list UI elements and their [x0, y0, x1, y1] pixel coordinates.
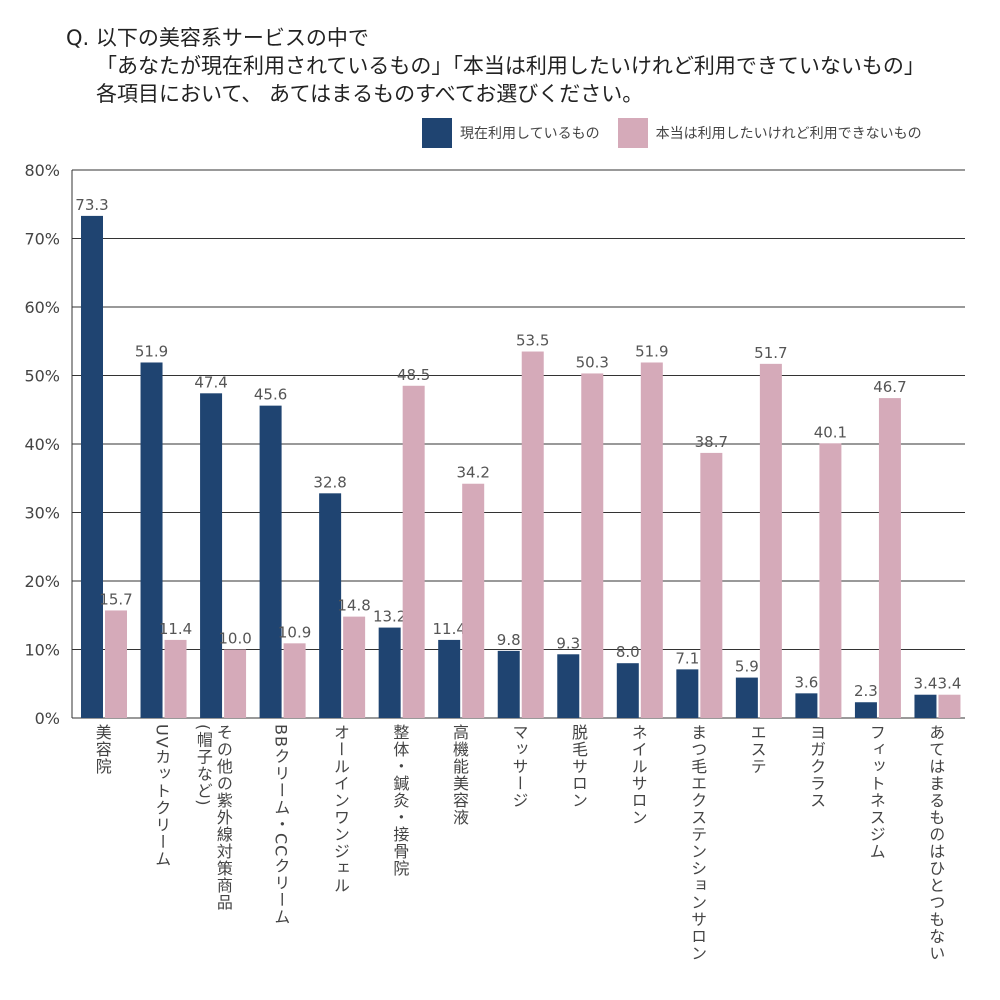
- bar-wanted: [878, 398, 901, 718]
- bar-current: [735, 677, 758, 718]
- legend: 現在利用しているもの 本当は利用したいけれど利用できないもの: [422, 118, 940, 148]
- x-tick-label: 整体・鍼灸・接骨院: [390, 724, 410, 877]
- data-label: 13.2: [373, 608, 406, 626]
- bar-current: [140, 362, 163, 718]
- legend-item-current: 現在利用しているもの: [422, 118, 600, 148]
- x-tick-label: マッサージ: [509, 724, 529, 809]
- bar-current: [200, 393, 223, 718]
- y-tick-label: 20%: [24, 572, 60, 591]
- bar-current: [319, 493, 342, 718]
- bar-current: [676, 669, 699, 718]
- x-tick-label: オールインワンジェル: [330, 724, 350, 894]
- data-label: 53.5: [516, 332, 549, 350]
- y-tick-label: 0%: [35, 709, 60, 728]
- data-label: 73.3: [75, 196, 108, 214]
- bar-current: [259, 405, 282, 718]
- x-tick-label: UVカットクリーム: [152, 724, 172, 868]
- bar-wanted: [283, 643, 306, 718]
- bar-wanted: [640, 362, 663, 718]
- data-label: 2.3: [854, 682, 878, 700]
- chart-title: Q. 以下の美容系サービスの中で「あなたが現在利用されているもの」「本当は利用し…: [66, 24, 925, 108]
- x-tick-label: フィットネスジム: [866, 724, 886, 860]
- data-label: 9.3: [556, 634, 580, 652]
- bar-wanted: [164, 639, 187, 718]
- x-tick-label: 高機能美容液: [449, 724, 469, 826]
- data-label: 32.8: [313, 473, 346, 491]
- legend-label: 本当は利用したいけれど利用できないもの: [655, 126, 922, 142]
- data-label: 3.4: [938, 675, 962, 693]
- x-tick-label: その他の紫外線対策商品 (帽子など): [193, 724, 233, 911]
- legend-swatch: [422, 118, 452, 148]
- data-label: 8.0: [616, 643, 640, 661]
- data-label: 7.1: [675, 649, 699, 667]
- bar-current: [81, 215, 103, 718]
- bar-current: [854, 702, 877, 718]
- bar-wanted: [759, 363, 782, 718]
- bar-current: [378, 627, 401, 718]
- data-label: 34.2: [456, 464, 489, 482]
- x-tick-label: 美容院: [92, 724, 112, 775]
- data-label: 51.9: [135, 342, 168, 360]
- bar-wanted: [819, 443, 842, 718]
- x-tick-label: あてはまるものはひとつもない: [926, 724, 946, 962]
- x-tick-label: BBクリーム・CCクリーム: [271, 724, 291, 926]
- y-tick-label: 70%: [24, 230, 60, 249]
- data-label: 51.7: [754, 344, 787, 362]
- bar-current: [557, 654, 580, 718]
- bar-wanted: [462, 483, 485, 718]
- bar-wanted: [224, 649, 247, 718]
- data-label: 40.1: [814, 423, 847, 441]
- y-tick-label: 30%: [24, 504, 60, 523]
- data-label: 45.6: [254, 386, 287, 404]
- bar-wanted: [938, 694, 961, 718]
- data-label: 5.9: [735, 658, 759, 676]
- bar-wanted: [521, 351, 544, 718]
- title-line: 「あなたが現在利用されているもの」「本当は利用したいけれど利用できていないもの」: [96, 54, 925, 78]
- x-tick-label: ヨガクラス: [807, 724, 827, 809]
- y-tick-label: 40%: [24, 435, 60, 454]
- title-line: Q. 以下の美容系サービスの中で: [66, 26, 369, 50]
- data-label: 46.7: [873, 378, 906, 396]
- data-label: 3.4: [914, 675, 938, 693]
- y-tick-label: 50%: [24, 367, 60, 386]
- bar-current: [616, 663, 639, 718]
- bar-wanted: [105, 610, 127, 718]
- x-tick-label: まつ毛エクステンションサロン: [688, 724, 708, 962]
- data-label: 15.7: [99, 590, 132, 608]
- bar-wanted: [700, 452, 723, 718]
- data-label: 11.4: [159, 620, 192, 638]
- bar-current: [795, 693, 818, 718]
- data-label: 47.4: [194, 373, 227, 391]
- legend-label: 現在利用しているもの: [460, 126, 600, 142]
- data-label: 10.9: [278, 623, 311, 641]
- title-line: 各項目において、 あてはまるものすべてお選びください。: [96, 82, 644, 106]
- x-tick-label: ネイルサロン: [628, 724, 648, 826]
- data-label: 51.9: [635, 342, 668, 360]
- bar-wanted: [402, 385, 425, 718]
- data-label: 10.0: [218, 630, 251, 648]
- bar-current: [438, 639, 461, 718]
- data-label: 48.5: [397, 366, 430, 384]
- data-label: 9.8: [497, 631, 521, 649]
- x-tick-label: 脱毛サロン: [569, 724, 589, 809]
- legend-item-wanted: 本当は利用したいけれど利用できないもの: [617, 118, 922, 148]
- y-tick-label: 80%: [24, 161, 60, 180]
- data-label: 14.8: [337, 597, 370, 615]
- legend-swatch: [617, 118, 648, 148]
- bar-current: [914, 694, 937, 718]
- bar-wanted: [343, 616, 366, 718]
- y-tick-label: 10%: [24, 641, 60, 660]
- data-label: 50.3: [576, 353, 609, 371]
- x-tick-label: エステ: [747, 724, 767, 775]
- bar-wanted: [581, 373, 604, 718]
- data-label: 38.7: [695, 433, 728, 451]
- data-label: 11.4: [432, 620, 465, 638]
- y-tick-label: 60%: [24, 298, 60, 317]
- data-label: 3.6: [794, 673, 818, 691]
- bar-current: [497, 650, 520, 718]
